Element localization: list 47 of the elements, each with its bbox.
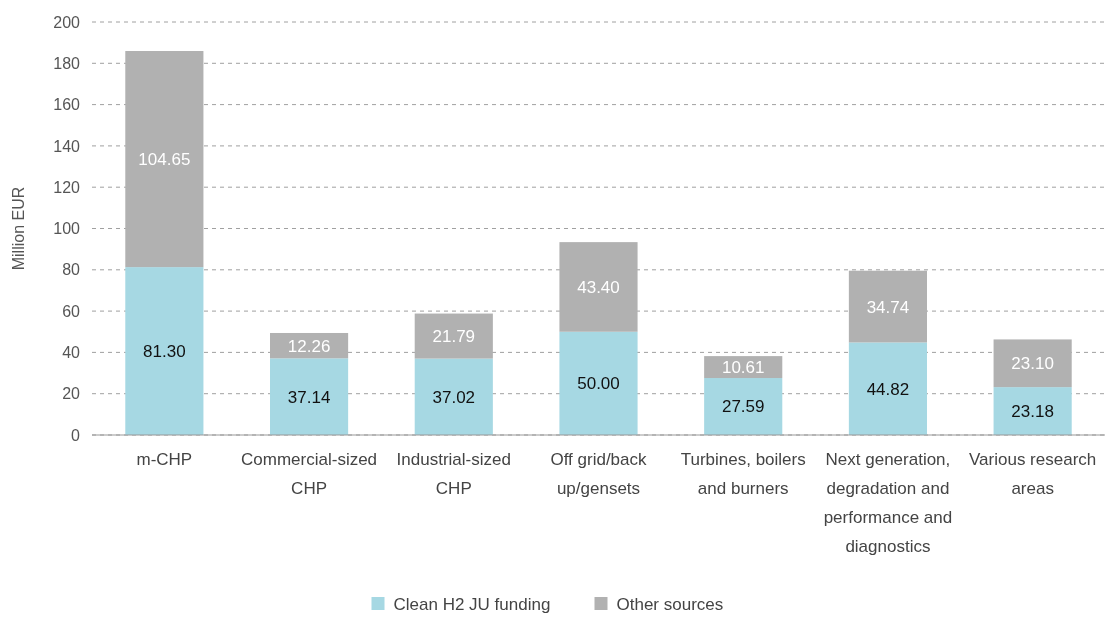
y-tick-label: 140: [53, 137, 81, 155]
data-label: 104.65: [138, 150, 191, 170]
data-label: 43.40: [577, 277, 620, 297]
data-label: 34.74: [866, 297, 910, 317]
bar: [559, 331, 638, 435]
x-tick-label: Turbines, boilers and burners: [680, 450, 806, 498]
x-tick-label: Commercial-sized CHP: [241, 450, 378, 498]
x-tick-label: Industrial-sized CHP: [396, 450, 511, 498]
legend-label: Other sources: [616, 594, 724, 614]
data-label: 27.59: [721, 397, 765, 417]
bar: [125, 51, 204, 268]
y-tick-label: 80: [62, 261, 81, 279]
data-label: 23.10: [1011, 354, 1054, 374]
data-label: 50.00: [577, 374, 620, 394]
bar: [993, 339, 1072, 388]
y-tick-label: 120: [53, 178, 81, 196]
y-tick-label: 100: [53, 220, 81, 238]
data-label: 37.14: [287, 387, 331, 407]
x-tick-label: m-CHP: [136, 450, 193, 469]
bar: [414, 313, 493, 359]
y-tick-label: 40: [62, 344, 81, 361]
y-tick-label: 60: [62, 302, 81, 320]
data-label: 81.30: [143, 342, 186, 362]
y-tick-label: 200: [53, 13, 81, 31]
y-tick-label: 160: [53, 96, 81, 114]
data-label: 12.26: [287, 336, 331, 356]
y-tick-label: 0: [71, 426, 81, 444]
bar: [848, 270, 927, 343]
bar: [270, 358, 349, 435]
bar: [125, 267, 204, 435]
bar: [704, 378, 783, 435]
x-tick-label: Next generation, degradation and performance and diagnostics: [823, 450, 953, 556]
bar: [559, 242, 638, 332]
data-label: 21.79: [432, 327, 476, 347]
data-label: 37.02: [432, 387, 476, 407]
legend-label: Clean H2 JU funding: [393, 594, 551, 614]
bar: [993, 387, 1072, 435]
bar: [848, 342, 927, 435]
bar: [414, 358, 493, 435]
data-label: 10.61: [721, 358, 765, 378]
data-label: 23.18: [1011, 402, 1054, 422]
data-label: 44.82: [866, 379, 910, 399]
y-axis-title: Million EUR: [10, 186, 27, 271]
x-tick-label: Off grid/back up/gensets: [550, 450, 648, 498]
y-tick-label: 20: [62, 385, 81, 403]
x-tick-label: Various research areas: [969, 450, 1097, 498]
y-tick-label: 180: [53, 54, 81, 72]
